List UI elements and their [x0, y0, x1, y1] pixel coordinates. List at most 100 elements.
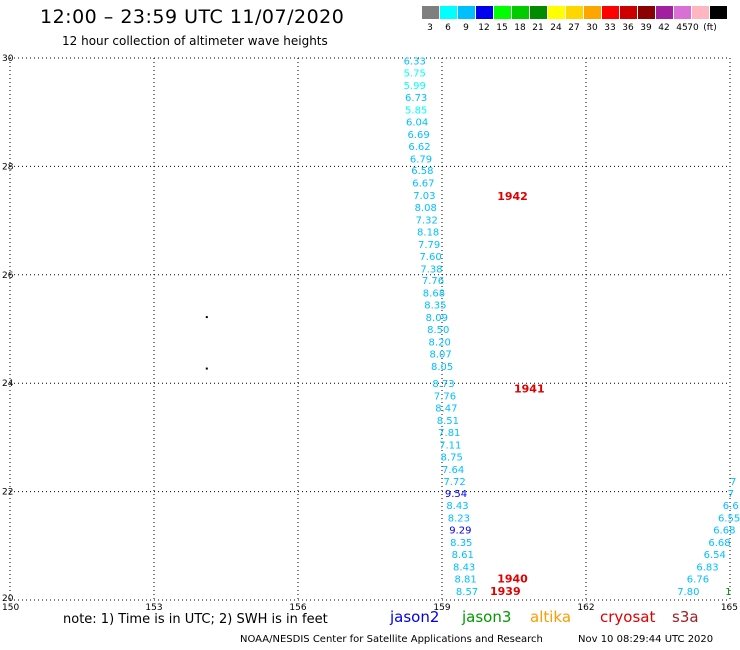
scale-swatch	[530, 6, 547, 19]
pass-time-label: 1942	[497, 190, 528, 203]
wave-height-value: 5.75	[404, 69, 426, 80]
generated-timestamp: Nov 10 08:29:44 UTC 2020	[578, 634, 714, 645]
wave-height-value: 8.23	[448, 514, 470, 525]
wave-height-value: 6.68	[708, 538, 730, 549]
scale-swatch	[422, 6, 439, 19]
wave-height-value: 7	[730, 477, 736, 488]
wave-height-value: 6.55	[718, 514, 740, 525]
scale-swatch	[638, 6, 655, 19]
scale-swatch	[512, 6, 529, 19]
satellite-legend-jason3: jason3	[462, 608, 512, 626]
lon-tick-label: 156	[289, 603, 306, 613]
scale-label: 24	[550, 23, 562, 33]
wave-height-value: 8.09	[426, 313, 448, 324]
pass-time-label: 1941	[514, 383, 545, 396]
scale-label: 70	[687, 23, 699, 33]
scale-label: 15	[496, 23, 508, 33]
scale-swatch	[656, 6, 673, 19]
scale-label: 36	[622, 23, 634, 33]
wave-height-value: 7.11	[439, 440, 461, 451]
wave-height-value: 6.04	[406, 117, 428, 128]
island-markers	[205, 316, 208, 370]
wave-height-value: 6.69	[407, 130, 429, 141]
wave-height-value: 1	[725, 587, 731, 598]
lat-tick-label: 26	[2, 271, 14, 281]
map-subtitle: 12 hour collection of altimeter wave hei…	[62, 34, 328, 48]
scale-label: 42	[658, 23, 670, 33]
wave-height-value: 8.61	[452, 550, 474, 561]
wave-height-value: 5.99	[404, 81, 426, 92]
lat-tick-label: 30	[2, 54, 14, 64]
scale-label: 6	[445, 23, 451, 33]
satellite-legend-altika: altika	[530, 608, 572, 626]
wave-height-value: 8.18	[417, 227, 439, 238]
wave-height-value: 6.76	[687, 574, 709, 585]
wave-height-value: 6.67	[412, 179, 434, 190]
wave-height-value: 7.32	[416, 216, 438, 227]
scale-swatch	[548, 6, 565, 19]
wave-height-value: 8.35	[450, 538, 472, 549]
scale-label: 30	[586, 23, 598, 33]
wave-height-value: 8.20	[429, 337, 451, 348]
pass-time-label: 1939	[490, 585, 521, 598]
wave-height-value: 7	[728, 489, 734, 500]
wave-height-value: 6.6	[723, 501, 739, 512]
wave-height-value: 7.03	[413, 191, 435, 202]
wave-height-value: 8.35	[424, 301, 446, 312]
satellite-legend-jason2: jason2	[390, 608, 440, 626]
scale-label: 9	[463, 23, 469, 33]
wave-height-value: 8.50	[427, 325, 449, 336]
wave-height-value: 8.57	[456, 587, 478, 598]
scale-swatch	[710, 6, 727, 19]
wave-height-value: 8.07	[430, 349, 452, 360]
map-title: 12:00 – 23:59 UTC 11/07/2020	[40, 6, 345, 28]
scale-label: 18	[514, 23, 526, 33]
scale-swatch	[674, 6, 691, 19]
scale-swatch	[476, 6, 493, 19]
credit-text: NOAA/NESDIS Center for Satellite Applica…	[240, 634, 543, 645]
wave-height-value: 6.58	[411, 166, 433, 177]
wave-height-value: 6.79	[410, 154, 432, 165]
scale-label: 3	[427, 23, 433, 33]
lon-tick-label: 162	[577, 603, 594, 613]
wave-height-value: 5.85	[405, 105, 427, 116]
wave-height-value: 9.29	[449, 526, 471, 537]
scale-unit-label: (ft)	[703, 23, 717, 33]
wave-height-value: 7.38	[420, 264, 442, 275]
scale-label: 21	[532, 23, 544, 33]
lon-tick-label: 165	[721, 603, 738, 613]
wave-height-value: 6.33	[404, 57, 426, 68]
island-marker	[205, 316, 208, 319]
lon-tick-label: 153	[145, 603, 162, 613]
wave-height-value: 8.81	[454, 574, 476, 585]
wave-height-value: 8.43	[446, 501, 468, 512]
lat-tick-label: 28	[2, 162, 14, 172]
wave-height-value: 6.68	[713, 526, 735, 537]
lat-tick-label: 20	[2, 594, 14, 604]
footer-note: note: 1) Time is in UTC; 2) SWH is in fe…	[63, 612, 328, 627]
scale-label: 33	[604, 23, 616, 33]
lon-tick-label: 150	[2, 603, 19, 613]
scale-swatch	[440, 6, 457, 19]
lat-tick-label: 22	[2, 488, 13, 498]
wave-height-value: 8.43	[453, 562, 475, 573]
scale-swatch	[692, 6, 709, 19]
wave-height-value: 7.76	[434, 392, 456, 403]
wave-height-value: 7.81	[438, 428, 460, 439]
wave-height-value: 6.83	[696, 562, 718, 573]
scale-swatch	[620, 6, 637, 19]
scale-label: 39	[640, 23, 652, 33]
map-grid	[9, 57, 731, 601]
satellite-legend-s3a: s3a	[672, 608, 699, 626]
scale-label: 12	[478, 23, 490, 33]
wave-height-value: 7.80	[677, 587, 699, 598]
wave-height-value: 6.62	[408, 142, 430, 153]
scale-swatch	[494, 6, 511, 19]
wave-height-value: 7.79	[418, 240, 440, 251]
lat-tick-label: 24	[2, 379, 14, 389]
satellite-legend-cryosat: cryosat	[600, 608, 656, 626]
scale-swatch	[584, 6, 601, 19]
wave-height-value: 6.73	[405, 93, 427, 104]
scale-label: 27	[568, 23, 580, 33]
